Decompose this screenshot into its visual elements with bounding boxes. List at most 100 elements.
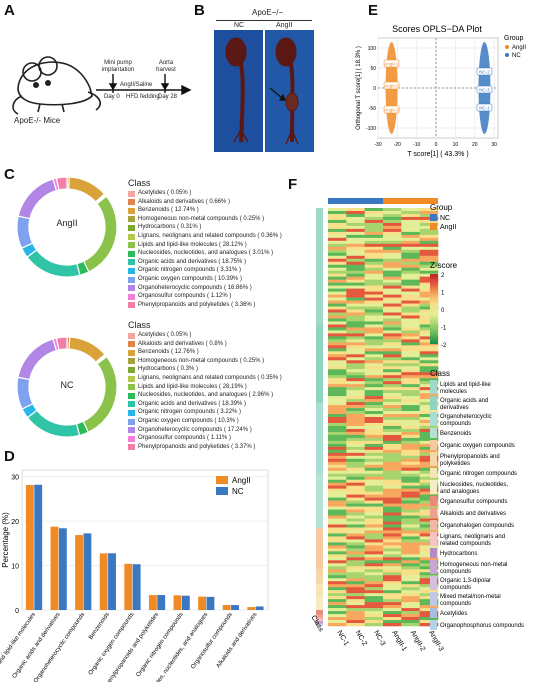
point-label-box: [383, 59, 400, 68]
heatmap-cell: [364, 503, 384, 507]
heatmap-cell: [419, 372, 439, 376]
heatmap-cell: [383, 309, 402, 313]
bar-NC: [58, 528, 67, 610]
heatmap-cell: [328, 315, 347, 319]
heatmap-cell: [383, 587, 402, 591]
heatmap-cell: [364, 428, 384, 433]
heatmap-cell: [401, 470, 420, 475]
heatmap-cell: [383, 408, 402, 412]
heatmap-cell: [401, 614, 420, 618]
class-legend-label: Alkaloids and derivatives: [440, 511, 506, 517]
heatmap-cell: [364, 309, 384, 313]
zscore-tick: 0: [441, 308, 445, 314]
heatmap-cell: [419, 288, 439, 292]
heatmap-cell: [383, 503, 402, 507]
heatmap-cell: [364, 267, 384, 271]
heatmap-cell: [364, 240, 384, 245]
legend-swatch: [128, 384, 135, 391]
heatmap-cell: [364, 611, 384, 615]
legend-label: Acetylides ( 0.05% ): [138, 332, 192, 338]
heatmap-cell: [401, 539, 420, 543]
heatmap-cell: [364, 431, 384, 436]
heatmap-cell: [364, 261, 384, 266]
legend-title: Group: [504, 35, 524, 42]
heatmap-cell: [346, 231, 365, 236]
heatmap-cell: [364, 360, 384, 364]
heatmap-cell: [364, 363, 384, 367]
heatmap-cell: [383, 485, 402, 489]
heatmap-cell: [401, 411, 420, 415]
heatmap-cell: [401, 473, 420, 478]
heatmap-cell: [346, 360, 365, 364]
heatmap-cell: [401, 551, 420, 555]
heatmap-cell: [328, 449, 347, 454]
heatmap-cell: [328, 351, 347, 355]
heatmap-cell: [364, 282, 384, 286]
heatmap-cell: [364, 228, 384, 233]
heatmap-cell: [401, 366, 420, 370]
heatmap-cell: [401, 351, 420, 355]
heatmap-cell: [346, 414, 365, 418]
heatmap-cell: [328, 228, 347, 233]
heatmap-cell: [328, 282, 347, 286]
heatmap-cell: [346, 506, 365, 510]
heatmap-cell: [364, 455, 384, 460]
heatmap-cell: [328, 428, 347, 433]
class-legend-item: Organic acids and derivatives ( 18.75% ): [128, 259, 246, 266]
heatmap-cell: [401, 563, 420, 567]
mouse-icon: [12, 56, 101, 115]
heatmap-cell: [346, 396, 365, 400]
legend-label: AngII: [232, 476, 251, 485]
legend-label: Benzenoids ( 12.74% ): [138, 207, 199, 214]
heatmap-cell: [346, 563, 365, 567]
heatmap-cell: [328, 219, 347, 224]
heatmap-cell: [401, 560, 420, 564]
heatmap-cell: [419, 300, 439, 304]
heatmap-cell: [328, 387, 347, 391]
heatmap-cell: [419, 428, 439, 433]
heatmap-cell: [328, 611, 347, 615]
diet-label: HFD fedding: [126, 94, 160, 100]
class-legend-swatch: [430, 532, 437, 546]
heatmap-cell: [383, 267, 402, 271]
class-legend-label: polyketides: [440, 461, 470, 467]
heatmap-cell: [346, 387, 365, 391]
heatmap-cell: [328, 593, 347, 597]
heatmap-cell: [419, 393, 439, 397]
heatmap-cell: [419, 617, 439, 621]
heatmap-cell: [401, 255, 420, 260]
heatmap-cell: [419, 587, 439, 591]
heatmap-cell: [383, 611, 402, 615]
heatmap-cell: [328, 584, 347, 588]
heatmap-cell: [401, 210, 420, 215]
heatmap-cell: [364, 491, 384, 495]
heatmap-cell: [328, 590, 347, 594]
heatmap-cell: [419, 452, 439, 457]
panel-label-a: A: [4, 2, 15, 19]
heatmap-cell: [383, 437, 402, 442]
heatmap-cell: [346, 605, 365, 609]
heatmap-cell: [383, 312, 402, 316]
heatmap-cell: [383, 369, 402, 373]
heatmap-cell: [419, 488, 439, 492]
heatmap-cell: [401, 231, 420, 236]
heatmap-cell: [346, 614, 365, 618]
heatmap-cell: [364, 357, 384, 361]
heatmap-cell: [383, 225, 402, 230]
heatmap-cell: [383, 623, 402, 627]
heatmap-cell: [401, 521, 420, 525]
heatmap-cell: [419, 378, 439, 382]
bar-AngII: [247, 607, 256, 610]
heatmap-cell: [328, 399, 347, 403]
heatmap-cell: [401, 596, 420, 600]
heatmap-cell: [364, 312, 384, 316]
heatmap-cell: [383, 339, 402, 343]
bar-AngII: [148, 595, 157, 610]
heatmap-cell: [383, 593, 402, 597]
heatmap-cell: [364, 590, 384, 594]
heatmap-cell: [328, 479, 347, 483]
heatmap-cell: [328, 273, 347, 277]
legend-swatch: [128, 302, 135, 309]
heatmap-cell: [401, 485, 420, 489]
heatmap-cell: [328, 518, 347, 522]
